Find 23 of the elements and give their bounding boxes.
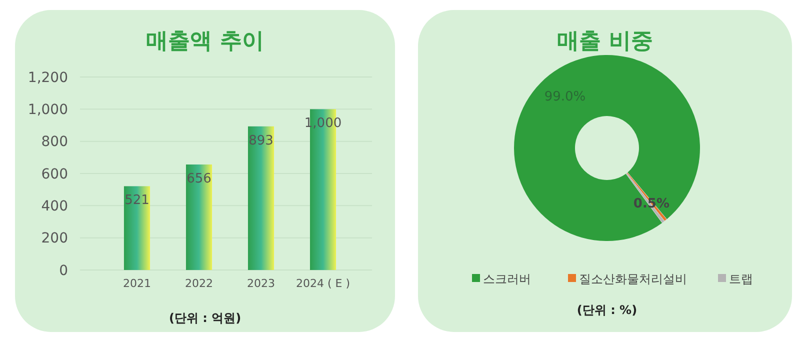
bar — [186, 164, 212, 270]
chart-title: 매출액 추이 — [146, 29, 264, 54]
legend-label: 스크러버 — [483, 272, 531, 286]
y-tick-label: 0 — [59, 262, 68, 279]
y-tick-label: 600 — [41, 166, 68, 182]
bar — [248, 126, 274, 270]
y-tick-label: 800 — [41, 134, 68, 150]
chart-title: 매출 비중 — [557, 29, 653, 54]
x-tick-label: 2024 ( E ) — [296, 277, 350, 290]
legend-label: 질소산화물처리설비 — [579, 272, 687, 286]
y-tick-label: 1,200 — [28, 70, 68, 86]
text: (단위 : 억원) — [168, 311, 242, 325]
x-tick-label: 2022 — [184, 277, 213, 290]
bar — [124, 186, 150, 270]
legend-label: 트랩 — [729, 272, 753, 286]
y-tick-label: 400 — [41, 198, 68, 215]
data-label: 1,000 — [304, 116, 342, 132]
y-tick-label: 200 — [41, 230, 68, 247]
text: (단위 : %) — [576, 303, 638, 317]
x-tick-label: 2023 — [247, 277, 276, 290]
y-tick-label: 1,000 — [28, 102, 68, 118]
donut-slice — [514, 55, 700, 241]
x-tick-label: 2021 — [122, 277, 151, 290]
